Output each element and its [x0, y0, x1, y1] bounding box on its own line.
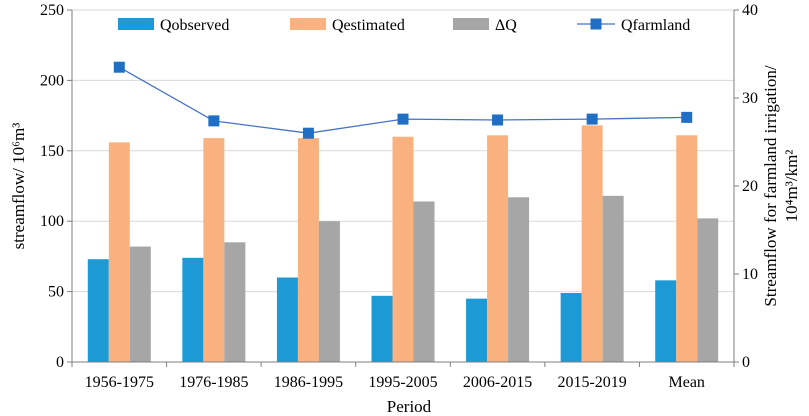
y-tick-label: 250	[40, 2, 64, 19]
legend-label: ΔQ	[495, 17, 517, 34]
x-tick-label: Mean	[668, 374, 704, 391]
bar	[466, 298, 488, 362]
y-tick-label: 100	[40, 213, 64, 230]
line-point	[681, 111, 693, 123]
legend-swatch	[290, 18, 326, 30]
bar	[413, 201, 435, 362]
bar	[224, 242, 246, 362]
bar	[697, 218, 719, 362]
x-tick-label: 1956-1975	[85, 374, 154, 391]
line-point	[113, 61, 125, 73]
line-point	[302, 127, 314, 139]
x-tick-label: 1995-2005	[368, 374, 437, 391]
bar	[129, 246, 151, 362]
line-point	[586, 113, 598, 125]
bar	[655, 280, 677, 362]
legend-marker	[590, 18, 602, 30]
y2-tick-label: 0	[742, 354, 750, 371]
x-tick-label: 2015-2019	[557, 374, 626, 391]
y2-axis-label-line1: Streamflow for farmland irrigation/	[761, 65, 780, 307]
x-tick-label: 1986-1995	[274, 374, 343, 391]
y-tick-label: 50	[48, 284, 64, 301]
legend-swatch	[453, 18, 489, 30]
y-tick-label: 0	[56, 354, 64, 371]
bar	[318, 221, 340, 362]
line-series	[113, 61, 693, 139]
x-axis-label: Period	[387, 397, 432, 416]
y2-tick-label: 20	[742, 178, 758, 195]
bar	[108, 142, 130, 362]
bar-series	[87, 125, 719, 363]
x-tick-label: 2006-2015	[463, 374, 532, 391]
y-tick-label: 150	[40, 143, 64, 160]
line-point	[208, 115, 220, 127]
bar	[392, 136, 414, 362]
bar	[508, 197, 530, 362]
x-tick-label: 1976-1985	[179, 374, 248, 391]
tick-labels: 0 50 100 150 200 250 0 10 20 30 40 1956-1975 1976-19…	[40, 2, 758, 391]
bar	[560, 293, 582, 362]
legend: Qobserved Qestimated ΔQ Qfarmland	[118, 17, 690, 34]
line-point	[492, 114, 504, 126]
axes	[67, 9, 739, 367]
y-tick-label: 200	[40, 72, 64, 89]
bar	[182, 257, 204, 362]
legend-label: Qobserved	[160, 17, 229, 34]
bar	[87, 259, 109, 362]
y2-tick-label: 10	[742, 266, 758, 283]
legend-label: Qestimated	[332, 17, 405, 34]
y2-tick-label: 40	[742, 2, 758, 19]
bar	[276, 277, 298, 362]
y-axis-label: streamflow/ 10⁶m³	[9, 123, 28, 250]
bar	[297, 138, 319, 362]
bar	[487, 135, 509, 362]
bar	[602, 195, 624, 362]
y2-tick-label: 30	[742, 90, 758, 107]
bar	[203, 138, 225, 362]
bar	[581, 125, 603, 363]
y2-axis-label-line2: 10⁴m³/km²	[782, 150, 801, 223]
bar	[676, 135, 698, 362]
line-point	[397, 113, 409, 125]
legend-swatch	[118, 18, 154, 30]
bar	[371, 295, 393, 362]
legend-label: Qfarmland	[621, 17, 690, 34]
